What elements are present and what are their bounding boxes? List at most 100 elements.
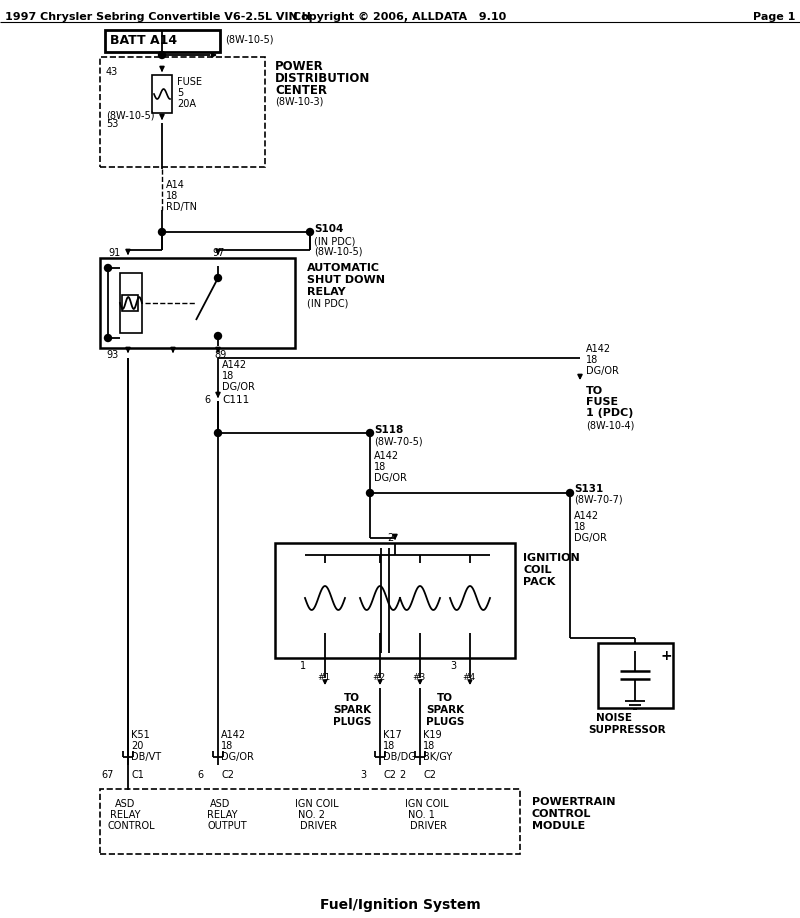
Text: 6: 6 [204, 395, 210, 405]
Circle shape [105, 264, 111, 272]
Text: AUTOMATIC: AUTOMATIC [307, 263, 380, 273]
Text: SHUT DOWN: SHUT DOWN [307, 275, 385, 285]
Text: Page 1: Page 1 [753, 12, 795, 22]
Bar [275, 543, 515, 658]
Bar [122, 295, 138, 311]
Text: DRIVER: DRIVER [410, 821, 447, 831]
Bar [100, 789, 520, 854]
Text: DG/OR: DG/OR [221, 752, 254, 762]
Text: 18: 18 [374, 462, 386, 472]
Text: 6: 6 [198, 770, 204, 780]
Text: IGN COIL: IGN COIL [405, 799, 449, 809]
Circle shape [105, 334, 111, 341]
Text: 53: 53 [106, 119, 118, 129]
Text: PLUGS: PLUGS [426, 717, 464, 727]
Circle shape [566, 489, 574, 497]
Text: 89: 89 [214, 350, 226, 360]
Text: S131: S131 [574, 484, 603, 494]
Text: Fuel/Ignition System: Fuel/Ignition System [320, 898, 480, 912]
Circle shape [214, 332, 222, 340]
Text: PLUGS: PLUGS [333, 717, 371, 727]
Text: NOISE: NOISE [596, 713, 632, 723]
Text: C2: C2 [221, 770, 234, 780]
Text: DB/VT: DB/VT [131, 752, 161, 762]
Text: 18: 18 [423, 741, 435, 751]
Text: (8W-10-5): (8W-10-5) [314, 247, 362, 257]
Circle shape [158, 51, 166, 59]
Text: 18: 18 [222, 371, 234, 381]
Text: (8W-10-5): (8W-10-5) [225, 35, 274, 45]
Text: SUPPRESSOR: SUPPRESSOR [588, 725, 666, 735]
Text: A142: A142 [221, 730, 246, 740]
Text: K51: K51 [131, 730, 150, 740]
Text: CONTROL: CONTROL [107, 821, 154, 831]
Text: CONTROL: CONTROL [532, 809, 591, 819]
Text: Copyright © 2006, ALLDATA   9.10: Copyright © 2006, ALLDATA 9.10 [294, 12, 506, 22]
Text: (8W-10-4): (8W-10-4) [586, 421, 634, 431]
Text: BK/GY: BK/GY [423, 752, 452, 762]
Text: NO. 2: NO. 2 [298, 810, 325, 820]
Text: POWER: POWER [275, 60, 324, 73]
Text: RELAY: RELAY [307, 287, 346, 297]
Text: DG/OR: DG/OR [374, 473, 407, 483]
Text: #4: #4 [462, 673, 475, 682]
Text: 1997 Chrysler Sebring Convertible V6-2.5L VIN H: 1997 Chrysler Sebring Convertible V6-2.5… [5, 12, 311, 22]
Text: #3: #3 [412, 673, 426, 682]
Text: CENTER: CENTER [275, 84, 327, 97]
Text: 1 (PDC): 1 (PDC) [586, 408, 634, 418]
Text: DG/OR: DG/OR [586, 366, 619, 376]
Text: TO: TO [586, 386, 603, 396]
Text: 20A: 20A [177, 99, 196, 109]
Bar [152, 75, 172, 113]
Text: (IN PDC): (IN PDC) [314, 236, 355, 246]
Text: C2: C2 [383, 770, 396, 780]
Text: K19: K19 [423, 730, 442, 740]
Bar [100, 258, 295, 348]
Bar [105, 30, 220, 52]
Text: PACK: PACK [523, 577, 555, 587]
Text: C1: C1 [131, 770, 144, 780]
Text: K17: K17 [383, 730, 402, 740]
Text: #1: #1 [317, 673, 330, 682]
Text: BATT A14: BATT A14 [110, 34, 177, 47]
Text: 5: 5 [177, 88, 183, 98]
Text: 18: 18 [166, 191, 178, 201]
Circle shape [214, 430, 222, 436]
Circle shape [306, 229, 314, 236]
Text: A14: A14 [166, 180, 185, 190]
Text: 91: 91 [108, 248, 120, 258]
Text: 3: 3 [360, 770, 366, 780]
Text: FUSE: FUSE [586, 397, 618, 407]
Text: DG/OR: DG/OR [222, 382, 255, 392]
Text: COIL: COIL [523, 565, 551, 575]
Circle shape [214, 274, 222, 282]
Text: 93: 93 [106, 350, 118, 360]
Text: (8W-70-5): (8W-70-5) [374, 436, 422, 446]
Text: A142: A142 [574, 511, 599, 521]
Text: ASD: ASD [115, 799, 135, 809]
Text: RELAY: RELAY [110, 810, 141, 820]
Text: 18: 18 [574, 522, 586, 532]
Text: 2: 2 [387, 533, 394, 543]
Text: 2: 2 [400, 770, 406, 780]
Text: POWERTRAIN: POWERTRAIN [532, 797, 615, 807]
Text: TO: TO [437, 693, 453, 703]
Text: A142: A142 [586, 344, 611, 354]
Text: RELAY: RELAY [207, 810, 238, 820]
Text: 3: 3 [450, 661, 456, 671]
Text: IGN COIL: IGN COIL [295, 799, 338, 809]
Bar [120, 273, 142, 333]
Text: 18: 18 [221, 741, 234, 751]
Text: TO: TO [344, 693, 360, 703]
Bar [598, 643, 673, 708]
Text: (8W-10-3): (8W-10-3) [275, 97, 323, 107]
Text: 67: 67 [102, 770, 114, 780]
Bar [100, 57, 265, 167]
Text: (IN PDC): (IN PDC) [307, 299, 348, 309]
Text: #2: #2 [372, 673, 385, 682]
Text: 43: 43 [106, 67, 118, 77]
Text: 1: 1 [300, 661, 306, 671]
Text: C111: C111 [222, 395, 250, 405]
Text: 18: 18 [586, 355, 598, 365]
Text: DB/DG: DB/DG [383, 752, 416, 762]
